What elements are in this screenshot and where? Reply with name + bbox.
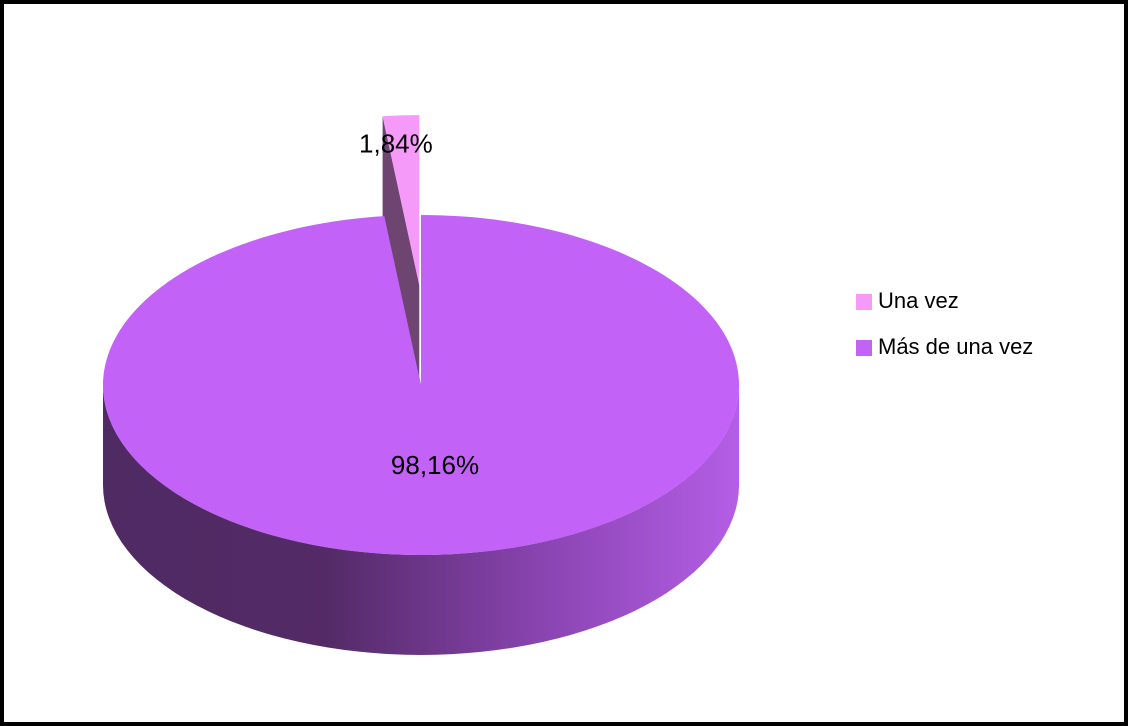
pie: 1,84% 98,16% <box>103 115 739 655</box>
legend: Una vez Más de una vez <box>856 288 1033 359</box>
legend-label: Una vez <box>878 288 959 313</box>
legend-swatch <box>856 340 872 356</box>
slice-side <box>103 385 739 655</box>
slice-wall <box>382 116 420 386</box>
data-label: 1,84% <box>359 128 433 158</box>
legend-label: Más de una vez <box>878 334 1033 359</box>
data-label: 98,16% <box>391 450 479 480</box>
slice <box>382 115 420 286</box>
slice <box>103 215 739 555</box>
legend-swatch <box>856 294 872 310</box>
